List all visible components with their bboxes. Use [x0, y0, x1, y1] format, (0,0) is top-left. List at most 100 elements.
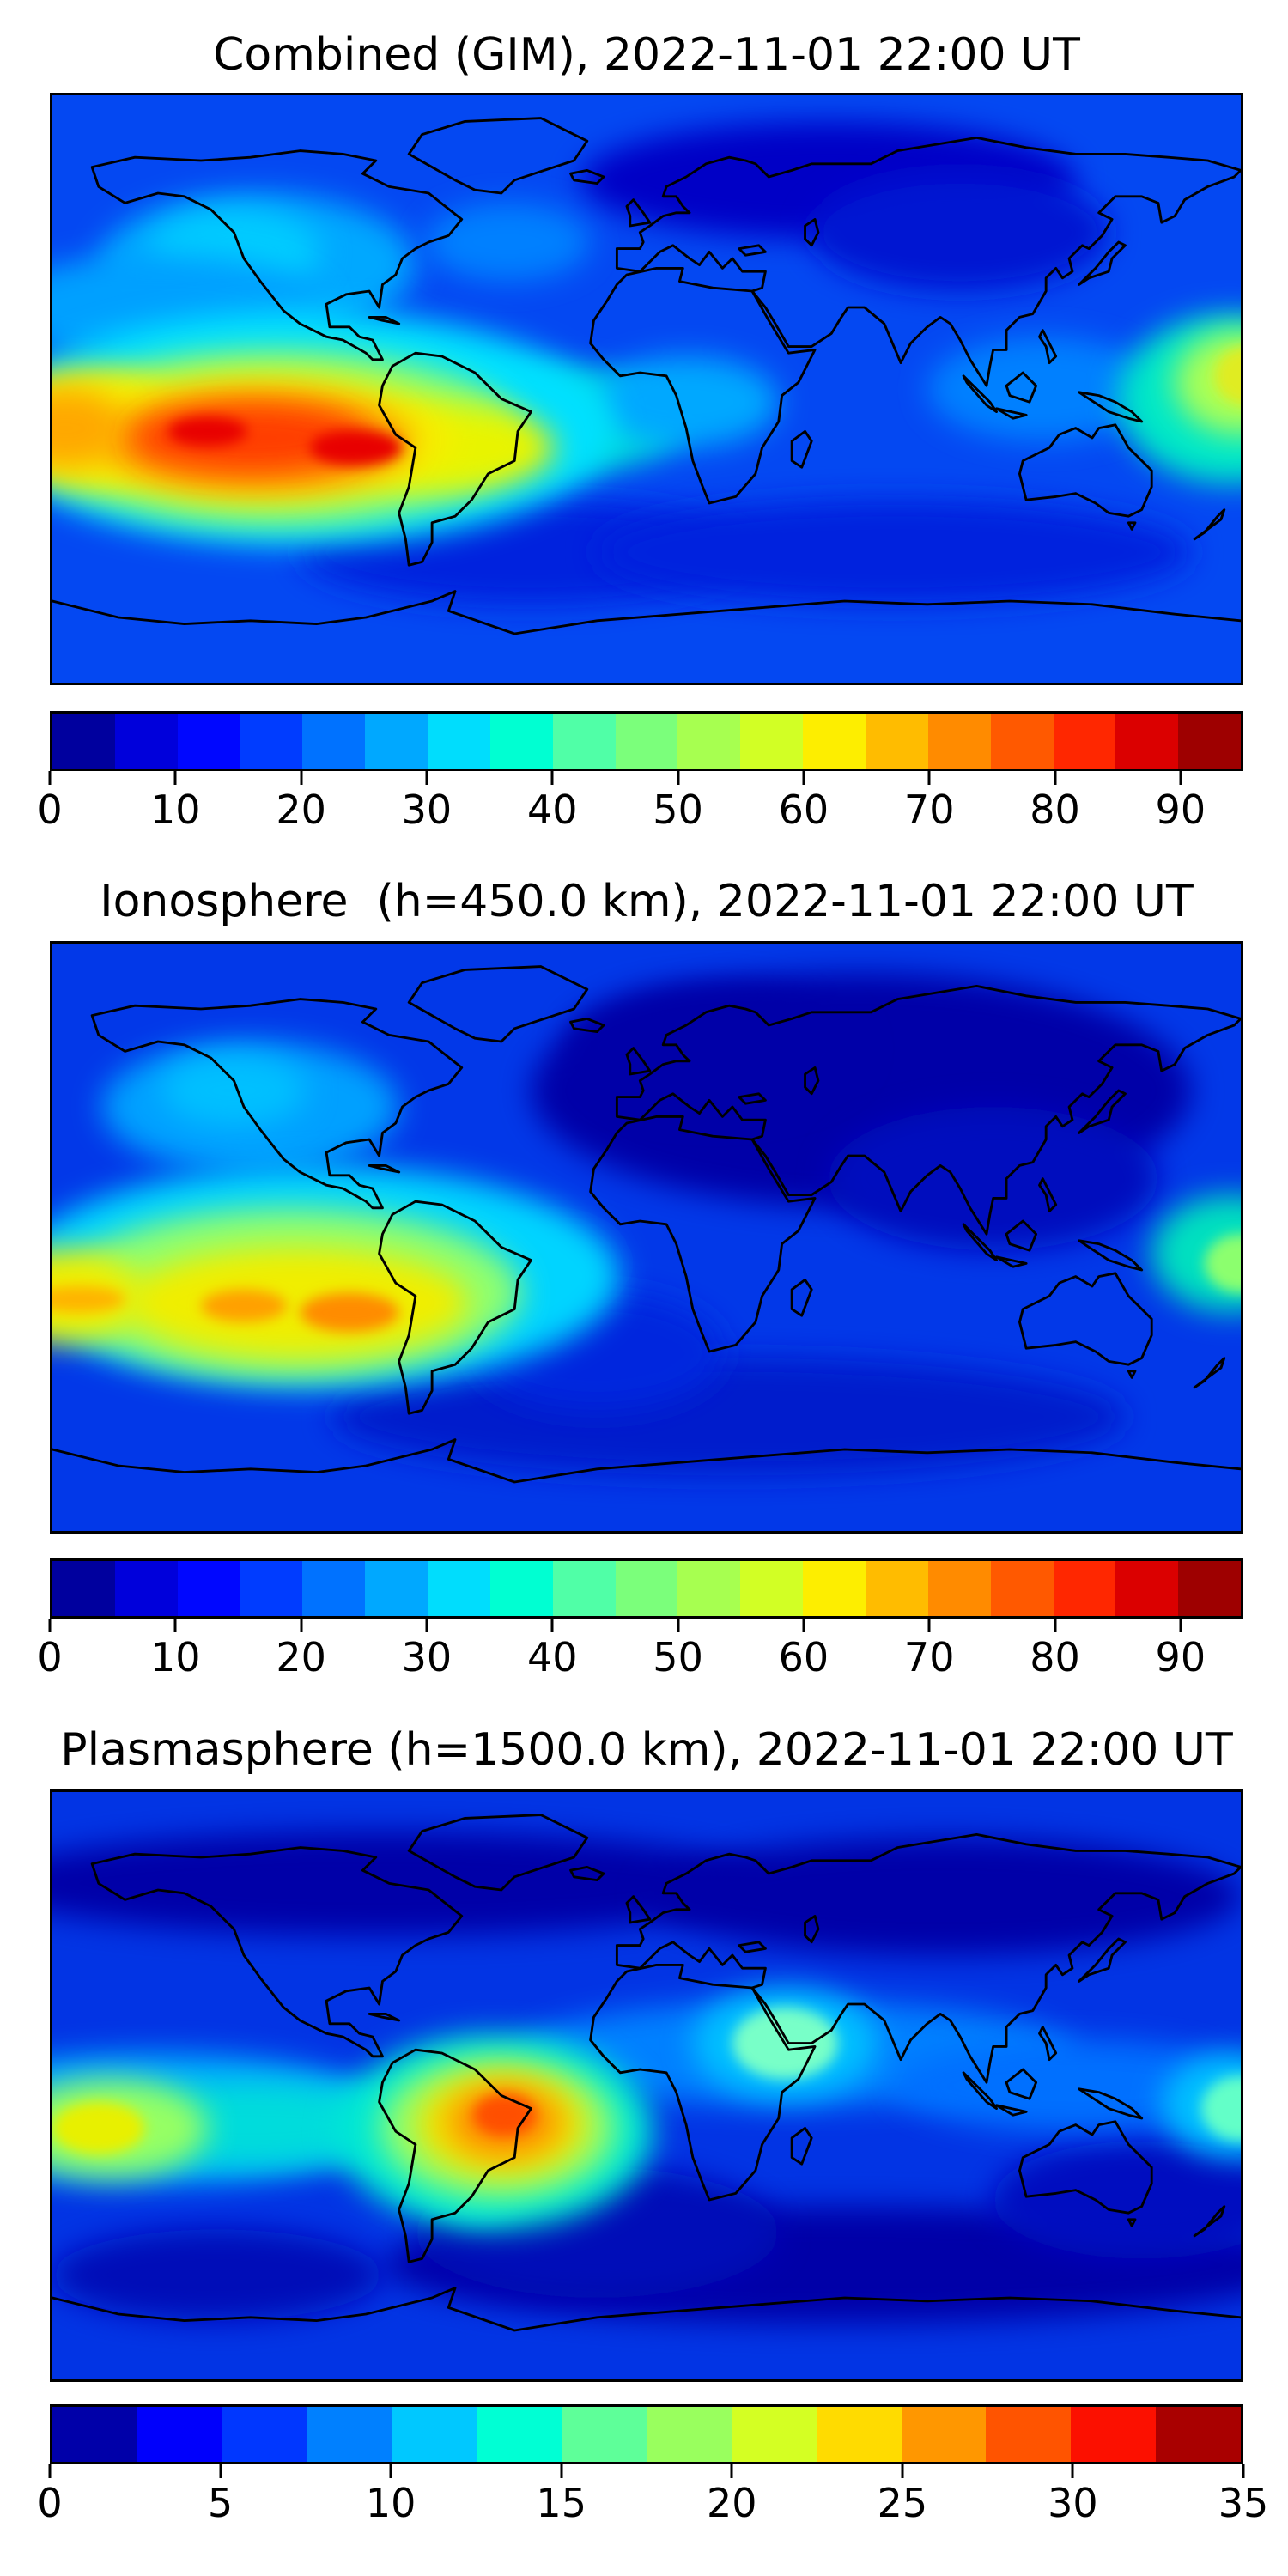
colorbar-tick: [300, 771, 303, 785]
colorbar-tick-label: 0: [37, 2480, 63, 2526]
colorbar-axis-ionosphere: 0 10 20 30 40 50 60 70 80 90: [37, 1619, 1243, 1696]
colorbar-segment: [114, 1561, 178, 1616]
field-blobs: [52, 973, 1241, 1476]
colorbar-tick-label: 30: [1048, 2480, 1098, 2526]
colorbar-tick-label: 20: [707, 2480, 757, 2526]
contour-field-plasmasphere: [52, 1792, 1241, 2379]
colorbar-tick: [173, 1619, 177, 1632]
colorbar-segment: [615, 1561, 678, 1616]
colorbar-tick: [173, 771, 177, 785]
colorbar-tick-label: 10: [150, 1634, 201, 1680]
colorbar-tick: [389, 2464, 392, 2478]
field-blob: [1214, 347, 1241, 405]
map-combined: [50, 93, 1243, 685]
colorbar-tick-label: 20: [276, 1634, 326, 1680]
colorbar-tick: [425, 1619, 428, 1632]
colorbar-tick-label: 80: [1030, 787, 1080, 833]
colorbar-tick: [901, 2464, 904, 2478]
field-blob: [201, 1289, 287, 1322]
colorbar-tick: [677, 1619, 680, 1632]
map-plasmasphere: [50, 1789, 1243, 2382]
colorbar-segment: [1115, 1561, 1179, 1616]
colorbar-segment: [865, 714, 928, 769]
colorbar-tick: [802, 771, 805, 785]
colorbar-segment: [489, 1561, 553, 1616]
colorbar-segment: [302, 1561, 366, 1616]
colorbar-tick: [1179, 1619, 1182, 1632]
field-blob: [125, 1247, 469, 1358]
colorbar-segment: [901, 2407, 987, 2462]
colorbar-segment: [52, 714, 115, 769]
colorbar-segment: [392, 2407, 477, 2462]
colorbar-tick-label: 30: [401, 787, 453, 833]
colorbar-tick: [677, 771, 680, 785]
colorbar-tick-label: 90: [1155, 1634, 1206, 1680]
field-blob: [993, 2141, 1241, 2259]
field-blob: [300, 1292, 399, 1333]
colorbar-segment: [52, 2407, 137, 2462]
colorbar-segment: [489, 714, 553, 769]
field-blob: [52, 1286, 125, 1313]
colorbar-segment: [803, 1561, 866, 1616]
field-blob: [1204, 1234, 1241, 1293]
field-blob: [52, 2229, 383, 2321]
field-blob: [593, 356, 779, 448]
contour-field-ionosphere: [52, 944, 1241, 1531]
colorbar-tick-label: 5: [207, 2480, 234, 2526]
colorbar-segment: [1156, 2407, 1242, 2462]
colorbar-segment: [731, 2407, 817, 2462]
colorbar-segment: [177, 1561, 240, 1616]
colorbar-tick: [550, 1619, 554, 1632]
colorbar-segment: [927, 714, 991, 769]
colorbar-tick-label: 60: [778, 787, 829, 833]
colorbar-tick-label: 10: [150, 787, 201, 833]
colorbar-tick: [1054, 771, 1057, 785]
field-blob: [597, 500, 1192, 605]
colorbar-segment: [137, 2407, 222, 2462]
map-ionosphere: [50, 941, 1243, 1534]
colorbar-segment: [1071, 2407, 1157, 2462]
colorbar-segment: [927, 1561, 991, 1616]
colorbar-segment: [803, 714, 866, 769]
colorbar-tick: [219, 2464, 222, 2478]
colorbar-tick-label: 90: [1155, 787, 1206, 833]
colorbar-segment: [307, 2407, 392, 2462]
field-blob: [167, 416, 247, 447]
colorbar-segment: [677, 1561, 741, 1616]
field-blob: [309, 429, 403, 466]
colorbar-segment: [1053, 1561, 1116, 1616]
colorbar-ionosphere: [50, 1558, 1243, 1619]
colorbar-tick-label: 70: [903, 787, 955, 833]
colorbar-tick-label: 10: [365, 2480, 416, 2526]
colorbar-segment: [740, 714, 804, 769]
colorbar-tick-label: 40: [526, 787, 578, 833]
colorbar-tick-label: 25: [877, 2480, 928, 2526]
colorbar-tick: [560, 2464, 563, 2478]
colorbar-segment: [428, 714, 490, 769]
colorbar-tick: [550, 771, 554, 785]
field-blob: [828, 1107, 1158, 1251]
field-blobs: [52, 1831, 1241, 2324]
field-blob: [1200, 2075, 1241, 2142]
colorbar-tick-label: 20: [276, 787, 326, 833]
colorbar-segment: [1115, 714, 1179, 769]
panel-title-combined: Combined (GIM), 2022-11-01 22:00 UT: [213, 29, 1080, 81]
colorbar-segment: [114, 714, 178, 769]
colorbar-tick-label: 50: [653, 787, 703, 833]
colorbar-tick: [48, 771, 52, 785]
colorbar-combined: [50, 711, 1243, 771]
colorbar-tick-label: 50: [653, 1634, 703, 1680]
colorbar-segment: [365, 714, 428, 769]
colorbar-segment: [477, 2407, 562, 2462]
colorbar-tick: [802, 1619, 805, 1632]
colorbar-tick-label: 0: [37, 787, 63, 833]
colorbar-segment: [52, 1561, 115, 1616]
colorbar-segment: [990, 1561, 1054, 1616]
field-blob: [52, 1831, 779, 1936]
colorbar-segment: [222, 2407, 307, 2462]
field-blob: [894, 2039, 1241, 2132]
colorbar-tick-label: 0: [37, 1634, 63, 1680]
colorbar-segment: [1053, 714, 1116, 769]
colorbar-tick: [730, 2464, 733, 2478]
